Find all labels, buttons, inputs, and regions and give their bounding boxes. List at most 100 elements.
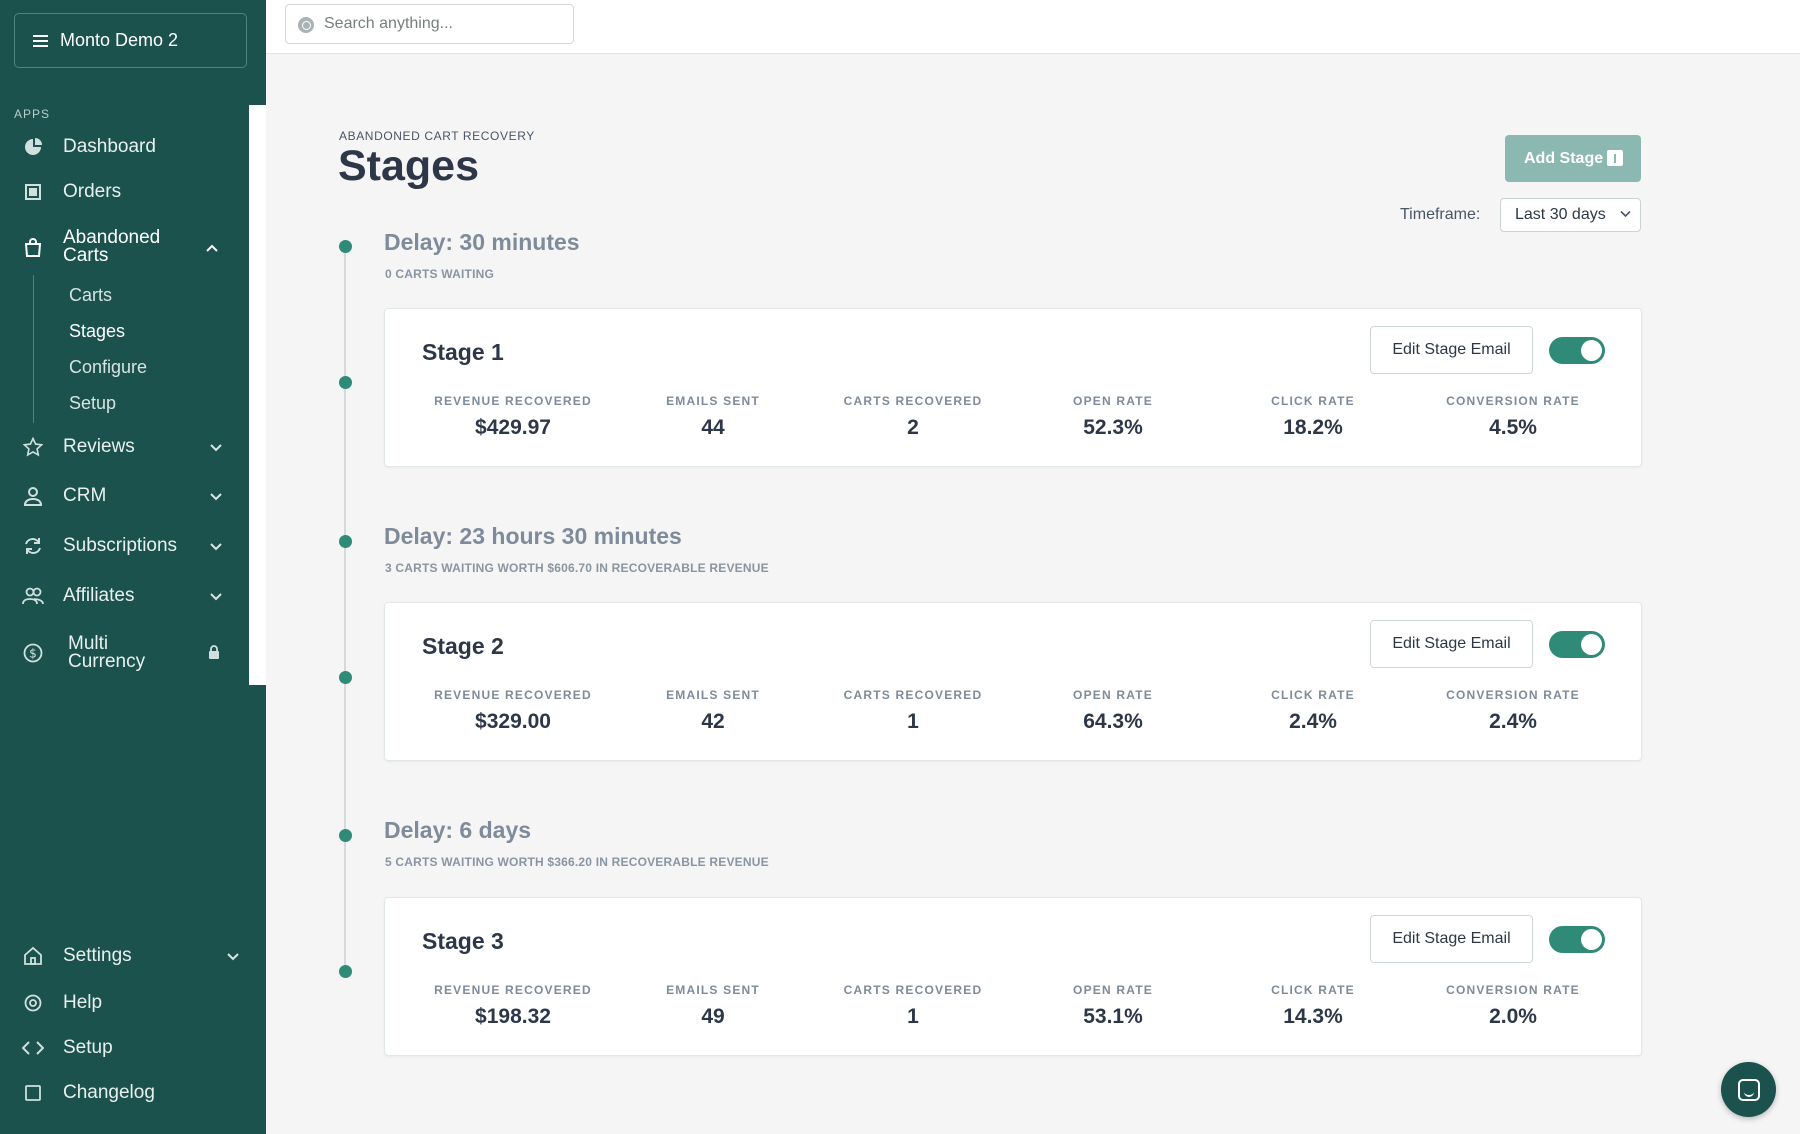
orders-icon bbox=[22, 181, 44, 203]
star-icon bbox=[22, 436, 44, 458]
stat-click-rate: CLICK RATE 14.3% bbox=[1213, 983, 1413, 1029]
sidebar-item-crm[interactable]: CRM bbox=[0, 484, 266, 508]
stat-value: 14.3% bbox=[1283, 1005, 1343, 1028]
stat-value: 44 bbox=[701, 416, 725, 439]
stat-click-rate: CLICK RATE 2.4% bbox=[1213, 688, 1413, 734]
sidebar-item-affiliates[interactable]: Affiliates bbox=[0, 584, 266, 608]
timeframe-value: Last 30 days bbox=[1515, 206, 1606, 223]
stage-title: Stage 3 bbox=[422, 928, 504, 954]
sidebar-item-abandoned-carts[interactable]: Abandoned Carts bbox=[0, 227, 266, 267]
chevron-up-icon bbox=[201, 240, 223, 255]
sidebar-item-setup[interactable]: Setup bbox=[0, 1036, 266, 1060]
stage-enabled-toggle[interactable] bbox=[1549, 337, 1605, 364]
stat-label: OPEN RATE bbox=[1073, 394, 1153, 408]
breadcrumb: ABANDONED CART RECOVERY bbox=[339, 129, 535, 143]
stat-revenue-recovered: REVENUE RECOVERED $198.32 bbox=[413, 983, 613, 1029]
toggle-knob bbox=[1581, 340, 1602, 361]
sidebar-subitem-carts[interactable]: Carts bbox=[69, 285, 113, 305]
timeline-dot bbox=[339, 240, 352, 253]
stage-title: Stage 2 bbox=[422, 633, 504, 659]
stat-label: REVENUE RECOVERED bbox=[434, 394, 592, 408]
sidebar-item-multi-currency[interactable]: $ Multi Currency bbox=[0, 633, 266, 673]
stat-click-rate: CLICK RATE 18.2% bbox=[1213, 394, 1413, 440]
store-name: Monto Demo 2 bbox=[60, 30, 179, 50]
timeframe-select[interactable]: Last 30 days bbox=[1500, 198, 1641, 232]
stat-value: 52.3% bbox=[1083, 416, 1143, 439]
stat-carts-recovered: CARTS RECOVERED 1 bbox=[813, 688, 1013, 734]
chevron-down-icon bbox=[205, 440, 227, 455]
sidebar-item-label: Dashboard bbox=[63, 136, 156, 157]
stat-value: $198.32 bbox=[475, 1005, 551, 1028]
toggle-knob bbox=[1581, 929, 1602, 950]
svg-text:$: $ bbox=[29, 647, 37, 661]
stat-carts-recovered: CARTS RECOVERED 2 bbox=[813, 394, 1013, 440]
edit-stage-email-button[interactable]: Edit Stage Email bbox=[1370, 620, 1533, 668]
sidebar-subitem-stages[interactable]: Stages bbox=[69, 321, 126, 341]
edit-stage-email-button[interactable]: Edit Stage Email bbox=[1370, 326, 1533, 374]
stat-value: 2 bbox=[907, 416, 919, 439]
search-placeholder: Search anything... bbox=[324, 15, 453, 32]
lifebuoy-icon bbox=[22, 992, 44, 1014]
user-icon bbox=[22, 485, 44, 507]
sidebar-item-orders[interactable]: Orders bbox=[0, 180, 266, 204]
stat-value: 2.0% bbox=[1489, 1005, 1537, 1028]
stat-value: 4.5% bbox=[1489, 416, 1537, 439]
sidebar-item-label: Changelog bbox=[63, 1082, 155, 1103]
top-bar: Search anything... bbox=[266, 0, 1800, 54]
sidebar-item-changelog[interactable]: Changelog bbox=[0, 1081, 266, 1105]
stage-enabled-toggle[interactable] bbox=[1549, 926, 1605, 953]
sidebar-item-reviews[interactable]: Reviews bbox=[0, 435, 266, 459]
stat-value: $429.97 bbox=[475, 416, 551, 439]
chat-launcher-button[interactable] bbox=[1721, 1062, 1776, 1117]
timeline-dot bbox=[339, 829, 352, 842]
stat-label: OPEN RATE bbox=[1073, 688, 1153, 702]
chevron-down-icon bbox=[205, 489, 227, 504]
sidebar-item-dashboard[interactable]: Dashboard bbox=[0, 135, 266, 159]
chevron-down-icon bbox=[205, 589, 227, 604]
sidebar-item-label: Settings bbox=[63, 945, 132, 966]
timeline-dot bbox=[339, 965, 352, 978]
lock-icon bbox=[203, 644, 225, 662]
stat-value: 2.4% bbox=[1289, 710, 1337, 733]
stat-label: CARTS RECOVERED bbox=[843, 983, 983, 997]
store-switcher-button[interactable]: Monto Demo 2 bbox=[14, 13, 247, 68]
timeline-dot bbox=[339, 376, 352, 389]
stat-value: 64.3% bbox=[1083, 710, 1143, 733]
stat-label: CLICK RATE bbox=[1271, 983, 1355, 997]
stage-waiting-info: 0 CARTS WAITING bbox=[385, 267, 495, 281]
stat-label: REVENUE RECOVERED bbox=[434, 688, 592, 702]
stat-label: CARTS RECOVERED bbox=[843, 688, 983, 702]
stat-conversion-rate: CONVERSION RATE 2.0% bbox=[1413, 983, 1613, 1029]
changelog-icon bbox=[22, 1082, 44, 1104]
chevron-down-icon bbox=[205, 539, 227, 554]
sidebar-item-label: Abandoned Carts bbox=[63, 227, 161, 266]
stat-revenue-recovered: REVENUE RECOVERED $429.97 bbox=[413, 394, 613, 440]
search-input[interactable]: Search anything... bbox=[285, 4, 574, 44]
stat-label: REVENUE RECOVERED bbox=[434, 983, 592, 997]
sidebar-item-subscriptions[interactable]: Subscriptions bbox=[0, 534, 266, 558]
sidebar-subitem-setup[interactable]: Setup bbox=[69, 393, 117, 413]
stat-label: CARTS RECOVERED bbox=[843, 394, 983, 408]
sidebar-subitem-configure[interactable]: Configure bbox=[69, 357, 148, 377]
chat-icon bbox=[1737, 1078, 1760, 1101]
stage-delay-title: Delay: 30 minutes bbox=[384, 229, 580, 255]
sidebar-item-settings[interactable]: Settings bbox=[0, 944, 266, 968]
stat-emails-sent: EMAILS SENT 49 bbox=[613, 983, 813, 1029]
toggle-knob bbox=[1581, 634, 1602, 655]
stat-conversion-rate: CONVERSION RATE 2.4% bbox=[1413, 688, 1613, 734]
stage-card: Stage 3 Edit Stage Email REVENUE RECOVER… bbox=[384, 897, 1642, 1056]
add-stage-button[interactable]: Add Stage bbox=[1505, 135, 1641, 182]
timeframe-label: Timeframe: bbox=[1400, 206, 1481, 223]
sidebar-item-label: Subscriptions bbox=[63, 535, 178, 556]
edit-stage-email-button[interactable]: Edit Stage Email bbox=[1370, 915, 1533, 963]
stage-delay-title: Delay: 6 days bbox=[384, 817, 532, 843]
stat-value: 18.2% bbox=[1283, 416, 1343, 439]
stage-enabled-toggle[interactable] bbox=[1549, 631, 1605, 658]
sidebar-item-help[interactable]: Help bbox=[0, 991, 266, 1015]
timeline-dot bbox=[339, 535, 352, 548]
stat-open-rate: OPEN RATE 64.3% bbox=[1013, 688, 1213, 734]
sidebar: Monto Demo 2 APPS Dashboard Orders Aband… bbox=[0, 0, 266, 1134]
stat-label: EMAILS SENT bbox=[666, 688, 760, 702]
users-icon bbox=[22, 585, 44, 607]
stat-conversion-rate: CONVERSION RATE 4.5% bbox=[1413, 394, 1613, 440]
